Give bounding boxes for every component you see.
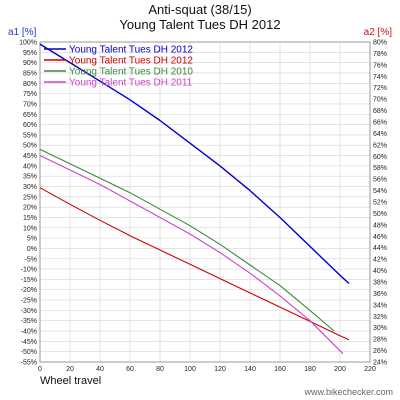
right-tick-label: 52% bbox=[373, 200, 387, 207]
x-axis-label: Wheel travel bbox=[40, 375, 101, 387]
x-tick-label: 80 bbox=[156, 366, 164, 373]
left-tick-label: 10% bbox=[23, 225, 37, 232]
right-tick-label: 40% bbox=[373, 268, 387, 275]
right-tick-label: 66% bbox=[373, 120, 387, 127]
left-tick-label: -35% bbox=[21, 318, 37, 325]
x-axis-ticks: 0 20 40 60 80 100 120 140 160 180 200 220 bbox=[38, 366, 376, 373]
x-tick-label: 0 bbox=[38, 366, 42, 373]
series-lines bbox=[39, 43, 350, 355]
left-tick-label: -55% bbox=[21, 360, 37, 367]
left-tick-label: -45% bbox=[21, 339, 37, 346]
left-tick-label: -20% bbox=[21, 287, 37, 294]
left-tick-label: 50% bbox=[23, 143, 37, 150]
left-tick-label: 65% bbox=[23, 112, 37, 119]
left-tick-label: 70% bbox=[23, 101, 37, 108]
left-tick-label: 80% bbox=[23, 81, 37, 88]
left-tick-label: 20% bbox=[23, 205, 37, 212]
right-axis-ticks: 80% 78% 76% 74% 72% 70% 68% 66% 64% 62% 60% 58% 56% 5… bbox=[373, 40, 387, 367]
left-tick-label: -10% bbox=[21, 267, 37, 274]
right-tick-label: 78% bbox=[373, 51, 387, 58]
right-tick-label: 38% bbox=[373, 280, 387, 287]
series-line-4 bbox=[39, 155, 344, 355]
legend-label: Young Talent Tues DH 2010 bbox=[69, 67, 193, 78]
legend-label: Young Talent Tues DH 2012 bbox=[69, 56, 193, 67]
right-axis-label: a2 [%] bbox=[364, 27, 393, 38]
chart-title: Anti-squat (38/15) bbox=[148, 2, 251, 17]
right-tick-label: 42% bbox=[373, 257, 387, 264]
right-tick-label: 72% bbox=[373, 85, 387, 92]
legend-label: Young Talent Tues DH 2011 bbox=[69, 78, 193, 89]
series-line-3 bbox=[39, 148, 335, 332]
x-tick-label: 120 bbox=[214, 366, 226, 373]
right-tick-label: 68% bbox=[373, 108, 387, 115]
left-tick-label: 55% bbox=[23, 132, 37, 139]
plot-frame bbox=[39, 41, 371, 363]
left-tick-label: 100% bbox=[19, 40, 37, 47]
x-tick-label: 180 bbox=[304, 366, 316, 373]
credit-text: www.bikechecker.com bbox=[303, 387, 393, 397]
x-tick-label: 100 bbox=[184, 366, 196, 373]
x-tick-label: 20 bbox=[66, 366, 74, 373]
left-tick-label: 60% bbox=[23, 122, 37, 129]
left-tick-label: 0% bbox=[27, 246, 37, 253]
left-tick-label: 45% bbox=[23, 153, 37, 160]
left-axis-ticks: 100% 95% 90% 85% 80% 75% 70% 65% 60% 55% 50% 45% 40%… bbox=[19, 40, 37, 367]
right-tick-label: 70% bbox=[373, 97, 387, 104]
x-tick-label: 220 bbox=[364, 366, 376, 373]
left-tick-label: -50% bbox=[21, 349, 37, 356]
x-tick-label: 160 bbox=[274, 366, 286, 373]
right-tick-label: 36% bbox=[373, 291, 387, 298]
right-tick-label: 24% bbox=[373, 360, 387, 367]
right-tick-label: 50% bbox=[373, 211, 387, 218]
right-tick-label: 54% bbox=[373, 188, 387, 195]
x-tick-label: 200 bbox=[334, 366, 346, 373]
left-tick-label: 75% bbox=[23, 91, 37, 98]
left-tick-label: 25% bbox=[23, 194, 37, 201]
left-tick-label: 15% bbox=[23, 215, 37, 222]
right-tick-label: 32% bbox=[373, 314, 387, 321]
series-line-1 bbox=[39, 43, 350, 285]
right-tick-label: 76% bbox=[373, 62, 387, 69]
x-tick-label: 140 bbox=[244, 366, 256, 373]
left-axis-label: a1 [%] bbox=[8, 27, 37, 38]
right-tick-label: 80% bbox=[373, 40, 387, 47]
left-tick-label: 90% bbox=[23, 60, 37, 67]
right-tick-label: 48% bbox=[373, 222, 387, 229]
right-tick-label: 34% bbox=[373, 302, 387, 309]
right-tick-label: 44% bbox=[373, 245, 387, 252]
left-tick-label: 35% bbox=[23, 174, 37, 181]
legend-label: Young Talent Tues DH 2012 bbox=[69, 45, 193, 56]
grid-lines bbox=[39, 41, 371, 363]
chart-subtitle: Young Talent Tues DH 2012 bbox=[119, 17, 280, 32]
series-line-2 bbox=[39, 187, 350, 341]
right-tick-label: 46% bbox=[373, 234, 387, 241]
right-tick-label: 74% bbox=[373, 74, 387, 81]
right-tick-label: 60% bbox=[373, 154, 387, 161]
x-tick-label: 40 bbox=[96, 366, 104, 373]
left-tick-label: 30% bbox=[23, 184, 37, 191]
left-tick-label: -25% bbox=[21, 298, 37, 305]
left-tick-label: 5% bbox=[27, 236, 37, 243]
left-tick-label: 95% bbox=[23, 50, 37, 57]
right-tick-label: 64% bbox=[373, 131, 387, 138]
left-tick-label: -40% bbox=[21, 329, 37, 336]
left-tick-label: 85% bbox=[23, 70, 37, 77]
right-tick-label: 28% bbox=[373, 337, 387, 344]
left-tick-label: -30% bbox=[21, 308, 37, 315]
left-tick-label: 40% bbox=[23, 163, 37, 170]
right-tick-label: 62% bbox=[373, 142, 387, 149]
right-tick-label: 30% bbox=[373, 325, 387, 332]
left-tick-label: -5% bbox=[25, 256, 37, 263]
x-tick-label: 60 bbox=[126, 366, 134, 373]
right-tick-label: 26% bbox=[373, 348, 387, 355]
left-tick-label: -15% bbox=[21, 277, 37, 284]
right-tick-label: 56% bbox=[373, 177, 387, 184]
right-tick-label: 58% bbox=[373, 165, 387, 172]
